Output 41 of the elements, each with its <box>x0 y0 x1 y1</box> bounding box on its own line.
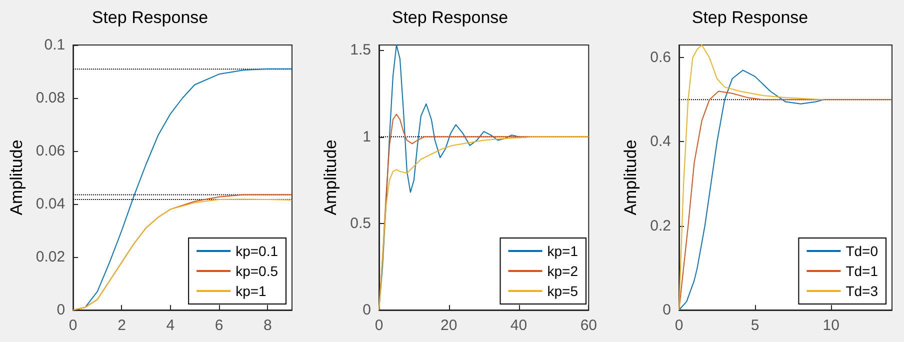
y-tick-label: 0 <box>362 302 371 318</box>
chart-title: Step Response <box>92 8 208 27</box>
legend-label: kp=0.5 <box>236 263 278 279</box>
y-tick-label: 0 <box>56 302 66 318</box>
y-axis-title: Amplitude <box>621 140 640 216</box>
x-tick-label: 0 <box>68 317 78 334</box>
y-tick-label: 0.1 <box>44 36 66 54</box>
x-tick-label: 8 <box>264 317 272 334</box>
x-tick-label: 0 <box>374 317 384 334</box>
y-tick-label: 0.08 <box>36 90 66 106</box>
x-tick-label: 5 <box>750 317 760 334</box>
y-tick-label: 0.4 <box>650 133 671 150</box>
y-tick-label: 1.5 <box>350 42 371 59</box>
legend-label: kp=5 <box>547 283 578 299</box>
y-tick-label: 0.02 <box>36 248 66 266</box>
y-tick-label: 1 <box>362 128 371 146</box>
x-tick-label: 40 <box>510 317 528 334</box>
x-tick-label: 20 <box>440 317 458 334</box>
chart-title: Step Response <box>392 8 508 27</box>
legend-label: Td=1 <box>846 263 878 279</box>
legend-label: kp=1 <box>547 243 578 259</box>
y-tick-label: 0.04 <box>36 196 66 212</box>
y-tick-label: 0.6 <box>650 49 671 66</box>
y-axis-title: Amplitude <box>7 140 26 216</box>
y-axis-title: Amplitude <box>321 140 340 216</box>
x-tick-label: 2 <box>118 317 126 334</box>
x-tick-label: 6 <box>214 317 224 334</box>
y-tick-label: 0.5 <box>350 214 371 232</box>
legend-label: Td=3 <box>846 283 878 299</box>
y-tick-label: 0 <box>662 302 671 318</box>
x-tick-label: 10 <box>822 317 840 334</box>
x-tick-label: 4 <box>166 317 175 334</box>
legend-label: kp=2 <box>547 263 578 279</box>
legend-label: kp=1 <box>236 283 267 299</box>
y-tick-label: 0.06 <box>36 142 66 160</box>
y-tick-label: 0.2 <box>650 217 671 234</box>
legend-label: kp=0.1 <box>236 243 278 259</box>
x-tick-label: 0 <box>674 317 684 334</box>
x-tick-label: 60 <box>580 317 597 334</box>
chart-title: Step Response <box>692 8 808 27</box>
legend-label: Td=0 <box>846 243 878 259</box>
